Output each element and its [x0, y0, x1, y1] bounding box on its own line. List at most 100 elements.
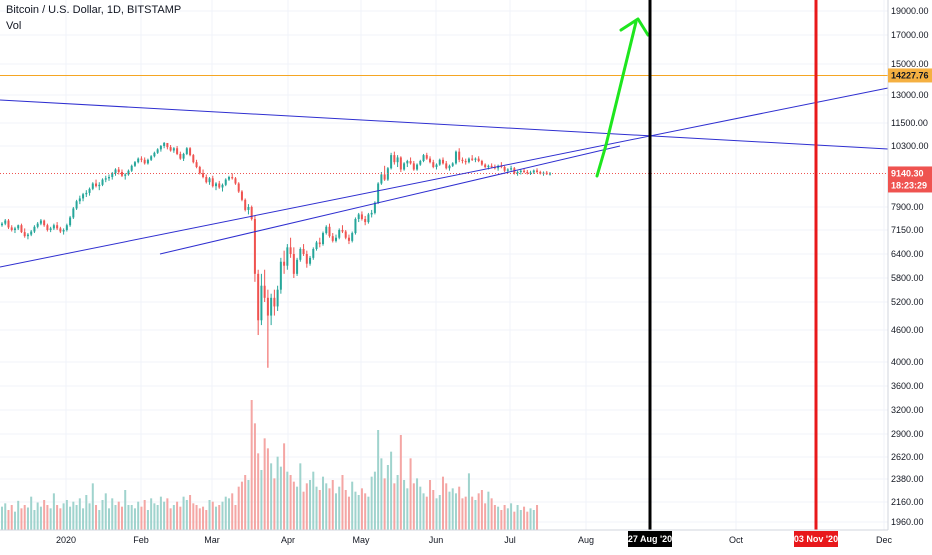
- volume-bar: [185, 500, 188, 530]
- volume-bar: [370, 476, 373, 530]
- candle-body: [393, 155, 396, 163]
- time-marker-label: 27 Aug '20: [628, 534, 672, 544]
- candle-body: [325, 226, 328, 234]
- candle-body: [532, 170, 535, 173]
- candle-body: [480, 160, 483, 165]
- candle-body: [416, 164, 419, 170]
- volume-bar: [91, 483, 94, 530]
- candle-body: [82, 194, 85, 199]
- candle-body: [240, 191, 243, 200]
- candle-body: [474, 158, 477, 160]
- candle-body: [454, 151, 457, 164]
- volume-bar: [416, 478, 419, 530]
- price-tick-label: 19000.00: [891, 6, 929, 16]
- candle-body: [448, 165, 451, 169]
- trendline-descending: [0, 99, 889, 150]
- candle-body: [458, 151, 461, 160]
- candle-body: [227, 177, 230, 180]
- candle-body: [357, 214, 360, 219]
- volume-bar: [95, 505, 98, 530]
- candle-body: [0, 223, 4, 226]
- volume-bar: [448, 491, 451, 530]
- volume-bar: [163, 501, 166, 530]
- candle-body: [299, 248, 302, 260]
- volume-bar: [153, 503, 156, 530]
- candle-body: [114, 169, 117, 174]
- volume-bar: [159, 496, 162, 530]
- candle-body: [438, 159, 441, 165]
- candle-body: [13, 228, 16, 230]
- volume-bar: [82, 508, 85, 530]
- volume-bar: [454, 493, 457, 530]
- volume-bar: [237, 486, 240, 530]
- candle-body: [108, 177, 111, 179]
- candle-body: [471, 158, 474, 160]
- volume-bar: [341, 475, 344, 530]
- candle-body: [166, 142, 169, 148]
- candle-body: [328, 226, 331, 237]
- volume-bar: [244, 475, 247, 530]
- candle-body: [143, 159, 146, 164]
- projection-arrowhead: [619, 17, 650, 37]
- volume-bar: [403, 480, 406, 530]
- candle-body: [490, 165, 493, 168]
- candle-body: [211, 178, 214, 187]
- volume-bar: [536, 505, 539, 530]
- price-tick-label: 15000.00: [891, 59, 929, 69]
- time-tick-label: Jun: [429, 535, 444, 545]
- volume-bar: [338, 486, 341, 530]
- candle-body: [176, 148, 179, 154]
- candle-body: [354, 218, 357, 234]
- candle-body: [461, 159, 464, 161]
- volume-bar: [474, 500, 477, 530]
- volume-bar: [182, 496, 185, 530]
- volume-bar: [467, 473, 470, 530]
- volume-bar: [208, 500, 211, 530]
- volume-bar: [493, 505, 496, 530]
- price-tick-label: 5200.00: [891, 297, 924, 307]
- candle-body: [150, 156, 153, 160]
- volume-bar: [480, 490, 483, 530]
- volume-bar: [33, 510, 36, 530]
- candle-body: [422, 155, 425, 161]
- volume-bar: [120, 506, 123, 530]
- volume-bar: [409, 458, 412, 530]
- volume-bar: [377, 430, 380, 530]
- volume-bar: [257, 453, 260, 530]
- candle-body: [279, 261, 282, 290]
- volume-bar: [52, 493, 55, 530]
- projection-arrow: [595, 20, 638, 178]
- volume-bar: [146, 510, 149, 530]
- candle-body: [331, 236, 334, 241]
- candle-body: [85, 192, 88, 195]
- candle-body: [477, 158, 480, 161]
- volume-bar: [263, 438, 266, 530]
- time-tick-label: Aug: [578, 535, 594, 545]
- candle-body: [260, 285, 263, 321]
- volume-bar: [299, 463, 302, 530]
- time-tick-label: Oct: [729, 535, 744, 545]
- volume-bar: [43, 500, 46, 530]
- candle-body: [46, 225, 49, 230]
- volume-bar: [72, 501, 75, 530]
- volume-bar: [451, 488, 454, 530]
- volume-bar: [198, 508, 201, 530]
- volume-bar: [305, 483, 308, 530]
- volume-bar: [406, 488, 409, 530]
- candle-body: [111, 173, 114, 178]
- price-tick-label: 7150.00: [891, 225, 924, 235]
- volume-bar: [318, 490, 321, 530]
- candle-body: [146, 159, 149, 164]
- level-price-label: 14227.76: [891, 70, 929, 80]
- candle-body: [231, 177, 234, 179]
- volume-bar: [211, 501, 214, 530]
- volume-bar: [289, 475, 292, 530]
- volume-bar: [273, 478, 276, 530]
- volume-bar: [322, 476, 325, 530]
- price-tick-label: 11500.00: [891, 118, 928, 128]
- volume-bar: [393, 483, 396, 530]
- candle-body: [364, 218, 367, 223]
- volume-bar: [357, 495, 360, 530]
